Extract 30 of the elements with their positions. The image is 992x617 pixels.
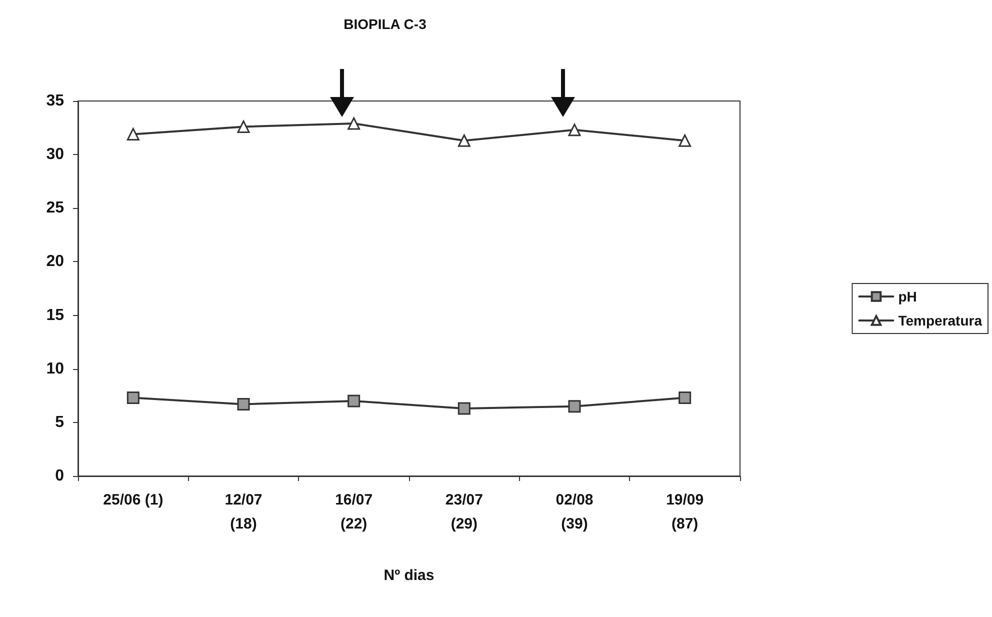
point — [237, 398, 250, 410]
x-tick-label: 25/06 (1) — [103, 492, 164, 508]
x-tick-label: 19/09 (87) — [666, 492, 704, 532]
point — [126, 392, 140, 404]
point — [126, 128, 140, 140]
legend-label: Temperatura — [898, 312, 982, 328]
y-tick-label: 25 — [46, 200, 64, 217]
legend-label: pH — [898, 288, 917, 304]
x-tick-label: 23/07 (29) — [445, 492, 483, 532]
x-tick-label: 02/08 (39) — [556, 492, 594, 532]
y-tick-label: 30 — [46, 146, 64, 164]
x-tick-label: 12/07 (18) — [224, 492, 262, 532]
point — [568, 400, 581, 413]
y-tick-label: 20 — [46, 253, 64, 270]
point — [458, 134, 470, 147]
x-tick-label: 16/07 (22) — [335, 492, 373, 532]
x-axis-title: Nº dias — [384, 567, 434, 584]
y-tick-label: 10 — [46, 360, 64, 378]
point — [458, 402, 470, 415]
point — [678, 134, 692, 147]
point — [348, 117, 360, 130]
point — [678, 392, 692, 404]
point — [237, 120, 250, 133]
point — [348, 394, 360, 408]
y-tick-label: 35 — [46, 92, 64, 110]
point — [568, 124, 581, 136]
chart-title: BIOPILA C-3 — [344, 16, 427, 32]
y-tick-label: 5 — [55, 414, 64, 431]
y-tick-label: 0 — [55, 468, 64, 484]
y-tick-label: 15 — [46, 306, 64, 324]
